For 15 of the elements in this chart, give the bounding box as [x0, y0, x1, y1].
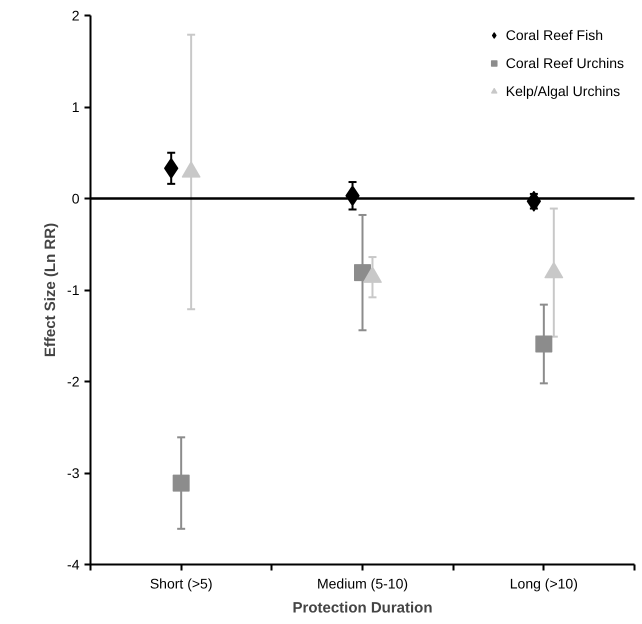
y-tick-label: -4 [67, 556, 80, 572]
legend-label: Coral Reef Fish [506, 27, 603, 43]
y-tick-label: -3 [67, 465, 80, 481]
y-tick-label: 2 [72, 8, 80, 24]
y-tick-label: -2 [67, 374, 80, 390]
y-tick-label: 1 [72, 99, 80, 115]
y-tick-label: 0 [72, 190, 80, 206]
y-tick-label: -1 [67, 282, 80, 298]
x-tick-label: Medium (5-10) [316, 576, 408, 592]
x-tick-label: Long (>10) [510, 576, 578, 592]
x-tick-label: Short (>5) [150, 576, 212, 592]
x-axis-title: Protection Duration [292, 600, 433, 616]
y-axis-title: Effect Size (Ln RR) [42, 222, 60, 358]
legend-label: Kelp/Algal Urchins [506, 83, 620, 99]
legend-label: Coral Reef Urchins [506, 55, 624, 71]
